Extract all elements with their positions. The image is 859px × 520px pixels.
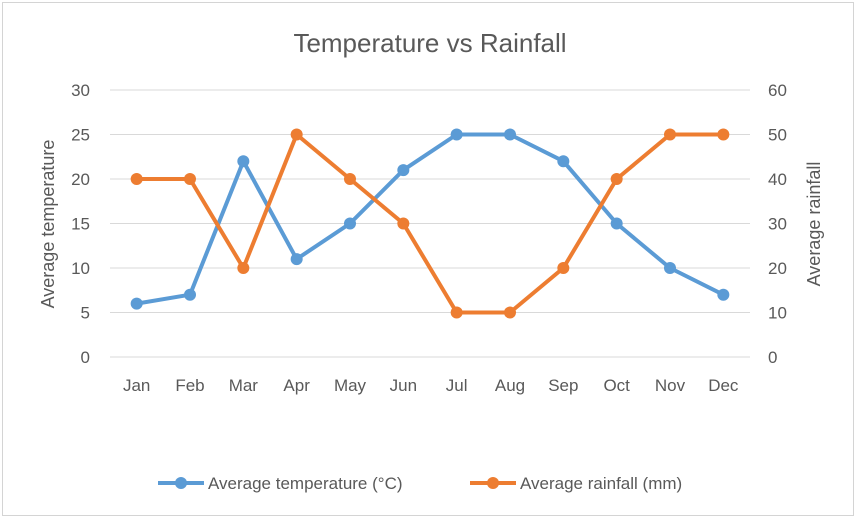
y-left-tick-label: 5	[81, 304, 90, 323]
y-right-tick-label: 20	[768, 259, 787, 278]
x-tick-label: Dec	[708, 376, 739, 395]
data-point	[184, 288, 196, 301]
y-left-tick-label: 25	[71, 126, 90, 145]
data-point	[717, 128, 730, 141]
data-point	[450, 306, 463, 319]
y-left-tick-label: 0	[81, 348, 90, 367]
x-tick-label: Mar	[229, 376, 259, 395]
x-tick-label: Nov	[655, 376, 686, 395]
legend-label: Average rainfall (mm)	[520, 474, 682, 493]
series-line	[134, 132, 726, 306]
chart-title: Temperature vs Rainfall	[293, 28, 566, 58]
y-left-tick-label: 10	[71, 259, 90, 278]
y-right-tick-label: 10	[768, 304, 787, 323]
data-point	[504, 128, 516, 141]
x-tick-label: Jun	[390, 376, 417, 395]
data-point	[397, 217, 410, 230]
y-right-tick-label: 0	[768, 348, 777, 367]
x-tick-label: Oct	[603, 376, 630, 395]
y-right-tick-label: 50	[768, 126, 787, 145]
legend: Average temperature (°C) Average rainfall…	[158, 474, 682, 493]
data-point	[397, 164, 410, 177]
x-tick-label: Jul	[446, 376, 468, 395]
data-point	[344, 173, 356, 185]
data-point	[130, 297, 143, 310]
data-point	[557, 262, 570, 274]
x-axis: Jan Feb Mar Apr May Jun Jul Aug Sep Oct Nov Dec	[123, 376, 739, 395]
series-line	[134, 132, 726, 315]
y-left-tick-label: 30	[71, 81, 90, 100]
x-tick-label: May	[334, 376, 367, 395]
y-axis-left: 0 5 10 15 20 25 30	[71, 81, 90, 367]
y-axis-left-label: Average temperature	[38, 140, 58, 309]
data-point	[664, 262, 676, 274]
x-tick-label: Sep	[548, 376, 578, 395]
legend-marker	[175, 477, 187, 489]
data-point	[664, 128, 676, 141]
x-tick-label: Apr	[283, 376, 310, 395]
y-right-tick-label: 60	[768, 81, 787, 100]
data-point	[610, 217, 623, 230]
data-point	[290, 253, 303, 266]
y-right-tick-label: 30	[768, 215, 787, 234]
data-point	[290, 128, 303, 141]
gridlines	[110, 89, 750, 358]
legend-marker	[487, 477, 499, 489]
data-point	[450, 128, 463, 141]
data-point	[184, 173, 196, 185]
data-point	[610, 173, 623, 185]
data-point	[717, 288, 730, 301]
data-point	[237, 155, 250, 168]
y-left-tick-label: 20	[71, 170, 90, 189]
data-point	[237, 262, 250, 274]
series-group	[130, 128, 730, 319]
data-point	[504, 306, 516, 319]
data-point	[130, 173, 143, 185]
x-tick-label: Jan	[123, 376, 150, 395]
y-right-tick-label: 40	[768, 170, 787, 189]
y-left-tick-label: 15	[71, 215, 90, 234]
x-tick-label: Feb	[175, 376, 204, 395]
legend-label: Average temperature (°C)	[208, 474, 403, 493]
data-point	[557, 155, 570, 168]
y-axis-right-label: Average rainfall	[804, 162, 824, 287]
x-tick-label: Aug	[495, 376, 525, 395]
y-axis-right: 0 10 20 30 40 50 60	[768, 81, 787, 367]
data-point	[344, 217, 356, 230]
